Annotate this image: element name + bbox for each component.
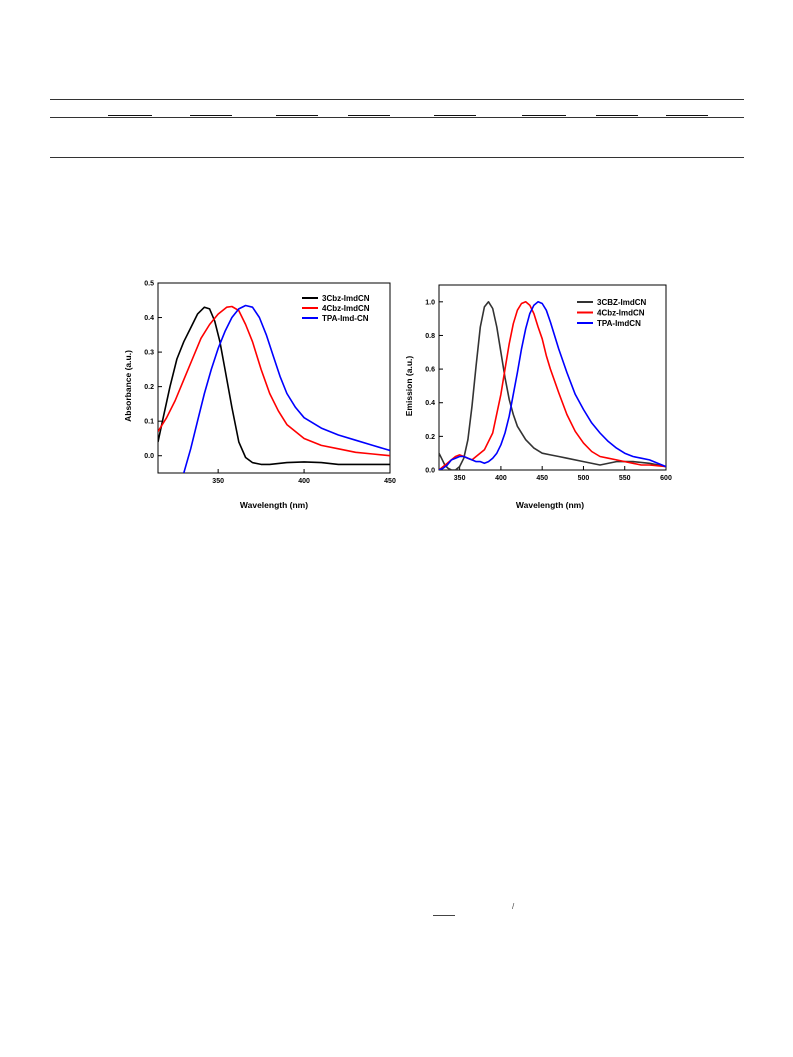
series-line-3cbz-imdcn bbox=[439, 300, 666, 470]
legend-label: 3CBZ-ImdCN bbox=[597, 298, 647, 307]
y-tick-label: 0.4 bbox=[144, 315, 154, 322]
y-tick-label: 0.5 bbox=[144, 281, 154, 288]
table-header-underline bbox=[190, 115, 232, 116]
y-axis-title: Absorbance (a.u.) bbox=[123, 350, 133, 422]
x-axis-title: Wavelength (nm) bbox=[240, 500, 308, 510]
x-tick-label: 400 bbox=[495, 475, 507, 482]
x-tick-label: 350 bbox=[212, 478, 224, 485]
table-mid-rule bbox=[50, 117, 744, 118]
table-header-underline bbox=[108, 115, 152, 116]
x-tick-label: 550 bbox=[619, 475, 631, 482]
stray-dash-mark bbox=[433, 915, 455, 916]
legend-label: TPA-ImdCN bbox=[597, 319, 641, 328]
legend-label: TPA-Imd-CN bbox=[322, 314, 369, 323]
table-header-underline bbox=[596, 115, 638, 116]
x-tick-label: 350 bbox=[454, 475, 466, 482]
y-tick-label: 0.3 bbox=[144, 350, 154, 357]
table-header-underline bbox=[522, 115, 566, 116]
table-header-underline bbox=[434, 115, 476, 116]
plot-frame bbox=[157, 282, 391, 474]
table-header-underline bbox=[276, 115, 318, 116]
y-tick-label: 0.4 bbox=[425, 400, 435, 407]
emission-chart: 350 400 450 500 550 600 0.0 0.2 0.4 0.6 0.8 1.0 3CB… bbox=[404, 284, 672, 510]
y-tick-label: 0.0 bbox=[144, 453, 154, 460]
x-tick-label: 600 bbox=[660, 475, 672, 482]
legend-label: 4Cbz-ImdCN bbox=[597, 309, 645, 318]
y-tick-label: 0.2 bbox=[425, 434, 435, 441]
series-line-tpa-imdcn bbox=[439, 300, 666, 470]
legend-label: 4Cbz-ImdCN bbox=[322, 304, 370, 313]
y-tick-label: 0.6 bbox=[425, 367, 435, 374]
table-bottom-rule bbox=[50, 157, 744, 158]
series-line-tpa-imd-cn bbox=[183, 304, 390, 473]
x-tick-label: 400 bbox=[298, 478, 310, 485]
x-tick-label: 450 bbox=[384, 478, 396, 485]
x-axis-title: Wavelength (nm) bbox=[516, 500, 584, 510]
y-tick-label: 1.0 bbox=[425, 299, 435, 306]
absorbance-chart: 350 400 450 0.0 0.1 0.2 0.3 0.4 0.5 3Cbz-ImdCN4C… bbox=[123, 281, 396, 511]
y-tick-label: 0.8 bbox=[425, 333, 435, 340]
legend-label: 3Cbz-ImdCN bbox=[322, 294, 370, 303]
y-tick-label: 0.0 bbox=[425, 468, 435, 475]
x-tick-label: 500 bbox=[578, 475, 590, 482]
x-tick-label: 450 bbox=[536, 475, 548, 482]
table-header-underline bbox=[666, 115, 708, 116]
table-header-underline bbox=[348, 115, 390, 116]
series-line-4cbz-imdcn bbox=[158, 305, 390, 457]
table-top-rule bbox=[50, 99, 744, 100]
plot-frame bbox=[438, 284, 667, 471]
y-tick-label: 0.1 bbox=[144, 419, 154, 426]
series-line-3cbz-imdcn bbox=[158, 306, 390, 466]
y-tick-label: 0.2 bbox=[144, 384, 154, 391]
y-axis-title: Emission (a.u.) bbox=[404, 356, 414, 417]
stray-slash-mark: / bbox=[512, 902, 515, 911]
